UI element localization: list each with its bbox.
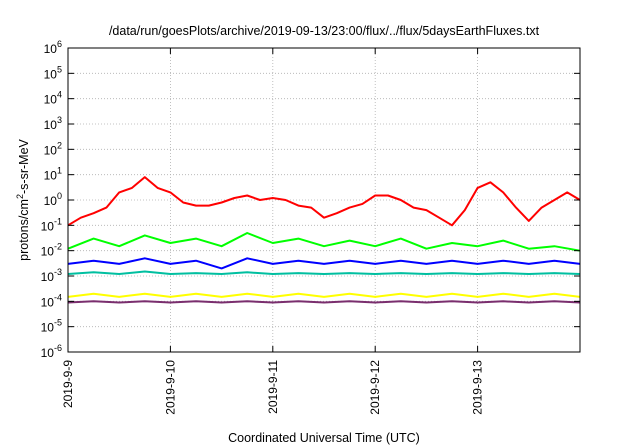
y-tick-label: 102	[44, 140, 62, 157]
y-tick-label: 101	[44, 166, 62, 183]
y-tick-label: 103	[44, 115, 62, 132]
y-tick-label-base: 10	[44, 143, 58, 157]
y-tick-label-exp: 6	[57, 39, 62, 49]
y-tick-label-base: 10	[44, 67, 58, 81]
y-tick-label-exp: -1	[54, 216, 62, 226]
y-tick-label: 10-2	[41, 242, 62, 259]
y-tick-label: 100	[44, 191, 62, 208]
y-tick-label: 106	[44, 39, 62, 56]
y-tick-label-base: 10	[44, 169, 58, 183]
y-axis-label-sup: 2	[15, 194, 25, 199]
series-line-4	[67, 270, 581, 275]
x-axis-ticks: 2019-9-9 2019-9-10 2019-9-11 2019-9-12 2019-…	[61, 48, 485, 415]
x-tick-label: 2019-9-9	[61, 360, 75, 408]
y-tick-label-exp: 1	[57, 166, 62, 176]
x-tick-label: 2019-9-12	[368, 360, 382, 415]
y-tick-label-base: 10	[41, 245, 55, 259]
series-line-6	[67, 300, 581, 304]
y-tick-label-exp: -2	[54, 242, 62, 252]
y-axis-ticks: 10-610-510-410-310-210-11001011021031041…	[41, 39, 580, 360]
y-tick-label: 104	[44, 90, 62, 107]
y-tick-label-base: 10	[41, 346, 55, 360]
y-tick-label-exp: -6	[54, 343, 62, 353]
y-tick-label-base: 10	[44, 93, 58, 107]
y-tick-label-base: 10	[41, 321, 55, 335]
y-tick-label-base: 10	[44, 194, 58, 208]
y-tick-label: 10-4	[41, 292, 62, 309]
series-line-2	[67, 232, 581, 252]
series-line-1	[67, 176, 581, 227]
y-tick-label: 10-1	[41, 216, 62, 233]
y-tick-label-base: 10	[41, 295, 55, 309]
y-axis-label-base: protons/cm	[17, 199, 31, 261]
y-tick-label: 105	[44, 64, 62, 81]
y-tick-label-base: 10	[44, 42, 58, 56]
y-tick-label-base: 10	[44, 118, 58, 132]
y-tick-label: 10-6	[41, 343, 62, 360]
chart-title: /data/run/goesPlots/archive/2019-09-13/2…	[109, 24, 540, 38]
y-tick-label-base: 10	[41, 219, 55, 233]
y-tick-label-exp: 3	[57, 115, 62, 125]
y-axis-label: protons/cm2-s-sr-MeV	[15, 138, 31, 260]
y-tick-label-exp: 2	[57, 140, 62, 150]
series-group	[67, 176, 581, 304]
y-tick-label-exp: -5	[54, 318, 62, 328]
y-tick-label-exp: -4	[54, 292, 62, 302]
y-tick-label-base: 10	[41, 270, 55, 284]
y-tick-label: 10-5	[41, 318, 62, 335]
x-tick-label: 2019-9-11	[266, 360, 280, 414]
y-tick-label-exp: 0	[57, 191, 62, 201]
y-axis-label-rest: -s-sr-MeV	[17, 138, 31, 194]
x-axis-label: Coordinated Universal Time (UTC)	[228, 431, 420, 445]
y-tick-label: 10-3	[41, 267, 62, 284]
y-tick-label-exp: 4	[57, 90, 62, 100]
y-tick-label-exp: -3	[54, 267, 62, 277]
x-tick-label: 2019-9-13	[471, 360, 485, 415]
series-line-5	[67, 292, 581, 298]
y-tick-label-exp: 5	[57, 64, 62, 74]
series-line-3	[67, 257, 581, 270]
x-tick-label: 2019-9-10	[163, 360, 177, 415]
